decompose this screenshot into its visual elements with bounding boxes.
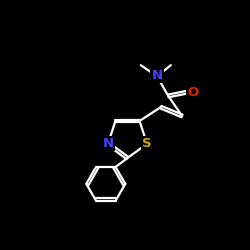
Text: N: N <box>152 69 162 82</box>
Text: N: N <box>102 137 114 150</box>
Text: O: O <box>187 86 198 99</box>
Text: S: S <box>142 137 152 150</box>
